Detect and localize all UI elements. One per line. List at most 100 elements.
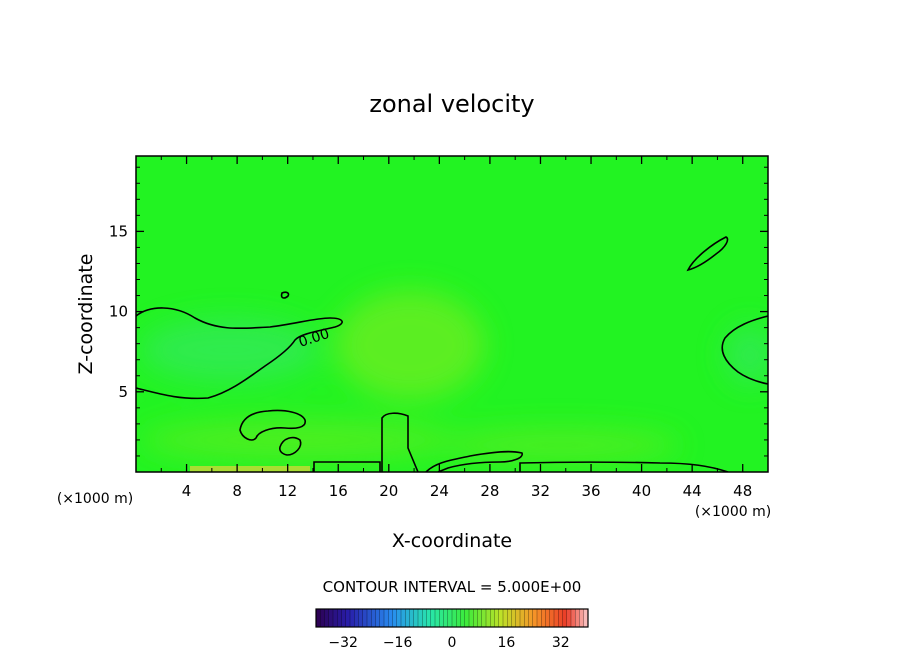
chart-title: zonal velocity <box>369 90 534 118</box>
colorbar-cell <box>583 609 589 627</box>
y-tick-label: 5 <box>118 383 128 401</box>
contour-surface-2 <box>425 450 523 472</box>
colorbar-cell <box>507 609 512 627</box>
colorbar-cell <box>554 609 559 627</box>
contour-surface-3 <box>519 461 729 472</box>
colorbar-cell <box>409 609 415 627</box>
colorbar-cell <box>481 609 487 627</box>
x-tick-label: 32 <box>531 482 550 500</box>
colorbar-cell <box>320 609 325 627</box>
colorbar <box>316 609 589 627</box>
y-axis-title: Z-coordinate <box>75 254 97 375</box>
colorbar-cell <box>324 609 330 627</box>
colorbar-cell <box>422 609 427 627</box>
colorbar-ticks: −32 −16 0 16 32 <box>328 635 569 651</box>
colorbar-cell <box>405 609 410 627</box>
colorbar-cell <box>537 609 542 627</box>
contour-upper-right <box>686 236 729 272</box>
colorbar-cell <box>362 609 368 627</box>
y-tick-label: 10 <box>109 303 128 321</box>
colorbar-cell <box>490 609 495 627</box>
contour-left-band <box>136 307 343 400</box>
colorbar-tick-label: −32 <box>328 635 358 651</box>
colorbar-cell <box>337 609 342 627</box>
colorbar-cell <box>354 609 359 627</box>
surface-positive-strip <box>190 466 310 472</box>
y-tick-label: 15 <box>109 222 128 240</box>
colorbar-cell <box>494 609 500 627</box>
colorbar-cell <box>486 609 491 627</box>
colorbar-cell <box>571 609 576 627</box>
colorbar-cell <box>528 609 534 627</box>
colorbar-cell <box>579 609 585 627</box>
colorbar-cell <box>503 609 508 627</box>
colorbar-cell <box>371 609 376 627</box>
x-tick-label: 40 <box>632 482 651 500</box>
colorbar-cell <box>384 609 389 627</box>
colorbar-cell <box>350 609 355 627</box>
x-units-left: (×1000 m) <box>57 491 133 507</box>
x-tick-label: 20 <box>379 482 398 500</box>
colorbar-cell <box>558 609 563 627</box>
colorbar-tick-label: −16 <box>383 635 413 651</box>
colorbar-cell <box>477 609 483 627</box>
colorbar-cell <box>413 609 419 627</box>
x-tick-label: 8 <box>232 482 242 500</box>
x-tick-label: 48 <box>733 482 752 500</box>
colorbar-cell <box>524 609 529 627</box>
contour-interval-label: CONTOUR INTERVAL = 5.000E+00 <box>323 578 582 596</box>
colorbar-cell <box>328 609 334 627</box>
colorbar-cell <box>452 609 457 627</box>
colorbar-cell <box>460 609 466 627</box>
colorbar-cell <box>426 609 432 627</box>
x-units-right: (×1000 m) <box>695 504 771 520</box>
colorbar-cell <box>456 609 461 627</box>
colorbar-cell <box>498 609 504 627</box>
colorbar-cell <box>375 609 381 627</box>
x-tick-label: 28 <box>480 482 499 500</box>
colorbar-cell <box>435 609 440 627</box>
colorbar-cell <box>549 609 555 627</box>
colorbar-cell <box>439 609 444 627</box>
contour-small-loop-top <box>280 291 290 299</box>
colorbar-cell <box>511 609 517 627</box>
colorbar-tick-label: 16 <box>497 635 515 651</box>
colorbar-cell <box>341 609 347 627</box>
zero-contours <box>136 236 768 472</box>
colorbar-cell <box>388 609 393 627</box>
plot-area <box>136 156 768 472</box>
colorbar-cell <box>520 609 525 627</box>
colorbar-cell <box>447 609 453 627</box>
colorbar-cell <box>401 609 406 627</box>
colorbar-cell <box>532 609 538 627</box>
colorbar-frame <box>315 608 589 628</box>
positive-velocity-region-surface <box>440 429 680 461</box>
x-axis-title: X-coordinate <box>392 530 512 552</box>
contour-blob-2 <box>279 436 302 456</box>
colorbar-cell <box>379 609 385 627</box>
x-tick-label: 24 <box>430 482 449 500</box>
colorbar-cell <box>515 609 521 627</box>
colorbar-cell <box>430 609 436 627</box>
colorbar-cell <box>545 609 551 627</box>
colorbar-cell <box>418 609 423 627</box>
plot-frame <box>135 155 769 473</box>
colorbar-cell <box>473 609 478 627</box>
x-tick-label: 44 <box>683 482 702 500</box>
colorbar-cell <box>566 609 572 627</box>
negative-velocity-region <box>140 318 320 382</box>
colorbar-tick-label: 32 <box>552 635 570 651</box>
colorbar-cell <box>392 609 398 627</box>
colorbar-cell <box>575 609 580 627</box>
x-tick-label: 12 <box>278 482 297 500</box>
colorbar-cell <box>345 609 351 627</box>
positive-velocity-region <box>335 290 485 400</box>
contour-spike <box>381 412 419 472</box>
colorbar-cell <box>541 609 546 627</box>
colorbar-cell <box>367 609 372 627</box>
colorbar-tick-label: 0 <box>448 635 457 651</box>
contour-blob-1 <box>239 409 306 441</box>
x-tick-label: 4 <box>182 482 192 500</box>
x-tick-label: 16 <box>329 482 348 500</box>
